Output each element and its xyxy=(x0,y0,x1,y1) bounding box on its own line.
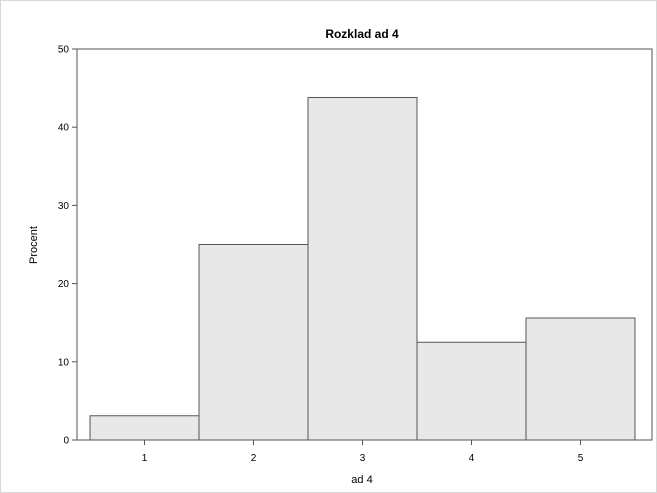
y-tick-label: 40 xyxy=(58,123,70,134)
x-tick-label: 3 xyxy=(360,453,366,464)
y-axis-label: Procent xyxy=(28,226,40,264)
x-tick-label: 5 xyxy=(578,453,584,464)
y-tick-label: 30 xyxy=(58,201,70,212)
bars-group xyxy=(89,96,636,441)
x-tick-label: 4 xyxy=(469,453,475,464)
y-tick-label: 0 xyxy=(63,436,69,447)
chart-title: Rozklad ad 4 xyxy=(325,27,399,41)
bar-5 xyxy=(525,317,636,441)
bar-1 xyxy=(89,415,200,441)
bar-3 xyxy=(307,96,418,441)
bar-4 xyxy=(416,341,527,441)
x-axis-label: ad 4 xyxy=(351,474,372,486)
x-axis: 1 2 3 4 5 xyxy=(142,440,584,464)
bar-2 xyxy=(198,244,309,441)
y-tick-label: 50 xyxy=(58,45,70,56)
y-tick-label: 20 xyxy=(58,279,70,290)
plot-area-frame xyxy=(76,48,653,441)
x-tick-label: 2 xyxy=(251,453,257,464)
x-tick-label: 1 xyxy=(142,453,148,464)
y-axis: 0 10 20 30 40 50 xyxy=(58,45,77,447)
y-tick-label: 10 xyxy=(58,357,70,368)
